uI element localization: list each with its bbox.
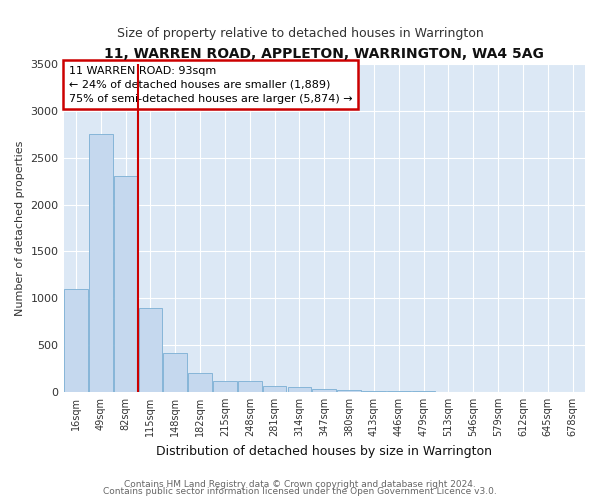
Bar [139, 308, 162, 392]
Text: Contains HM Land Registry data © Crown copyright and database right 2024.: Contains HM Land Registry data © Crown c… [124, 480, 476, 489]
Text: 11 WARREN ROAD: 93sqm
← 24% of detached houses are smaller (1,889)
75% of semi-d: 11 WARREN ROAD: 93sqm ← 24% of detached … [69, 66, 352, 104]
Bar [238, 380, 262, 392]
Bar [64, 289, 88, 392]
Bar [362, 390, 386, 392]
Bar [263, 386, 286, 392]
Bar [213, 380, 237, 392]
Text: Contains public sector information licensed under the Open Government Licence v3: Contains public sector information licen… [103, 487, 497, 496]
Bar [163, 352, 187, 392]
Bar [114, 176, 137, 392]
Bar [89, 134, 113, 392]
Y-axis label: Number of detached properties: Number of detached properties [15, 140, 25, 316]
Bar [313, 388, 336, 392]
X-axis label: Distribution of detached houses by size in Warrington: Distribution of detached houses by size … [156, 444, 492, 458]
Bar [188, 373, 212, 392]
Bar [337, 390, 361, 392]
Text: Size of property relative to detached houses in Warrington: Size of property relative to detached ho… [116, 28, 484, 40]
Bar [287, 387, 311, 392]
Title: 11, WARREN ROAD, APPLETON, WARRINGTON, WA4 5AG: 11, WARREN ROAD, APPLETON, WARRINGTON, W… [104, 48, 544, 62]
